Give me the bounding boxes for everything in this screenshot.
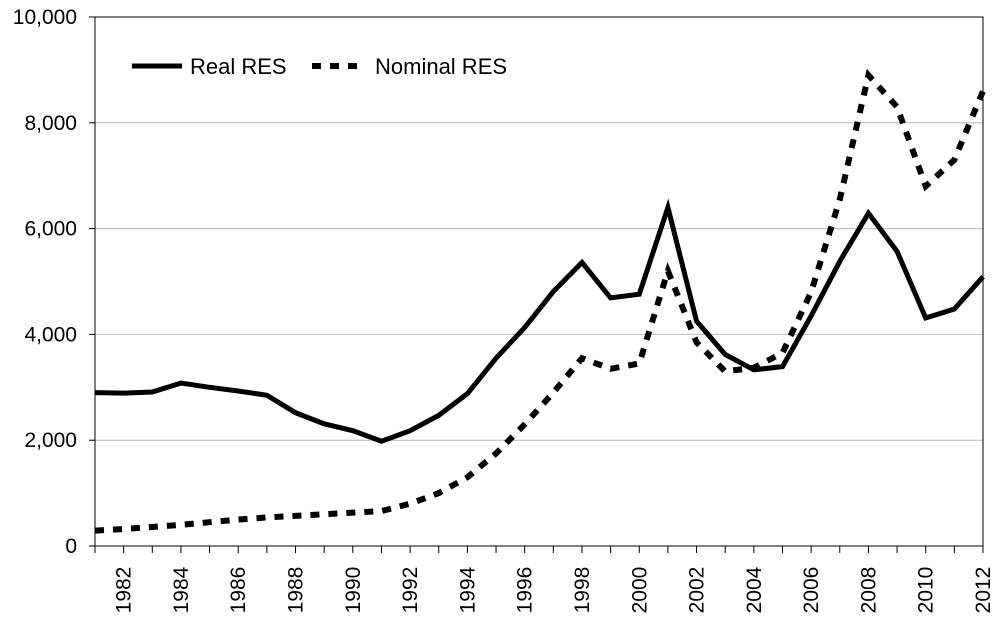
x-tick-label: 1990 [342,567,365,614]
x-tick-label: 2006 [800,567,823,614]
legend-label: Real RES [190,54,287,79]
y-tick-label: 0 [65,535,77,558]
x-axis: 1982 1984 1986 1988 1990 1992 1994 1996 1998 2000… [94,546,995,614]
x-tick-label: 2012 [972,567,995,614]
y-axis: 0 2,000 4,000 6,000 8,000 10,000 [13,6,95,558]
x-tick-label: 1986 [227,567,250,614]
x-tick-label: 1982 [113,567,136,614]
y-tick-label: 10,000 [13,6,77,29]
y-tick-label: 4,000 [24,323,77,346]
plot-frame [94,16,984,547]
y-tick-label: 6,000 [24,218,77,241]
x-tick-label: 1994 [456,566,479,613]
x-tick-label: 1992 [399,567,422,614]
x-tick-label: 2000 [628,567,651,614]
x-tick-label: 1996 [514,567,537,614]
gridlines [95,122,983,441]
y-tick-label: 2,000 [24,429,77,452]
x-tick-label: 2004 [743,566,766,613]
x-tick-label: 1998 [571,567,594,614]
x-tick-label: 1988 [285,567,308,614]
x-tick-label: 2010 [915,567,938,614]
real-res-line [94,198,985,444]
x-tick-label: 1984 [170,566,193,613]
series-lines [94,68,986,534]
legend-label: Nominal RES [375,54,507,79]
y-tick-label: 8,000 [24,112,77,135]
legend: Real RES Nominal RES [132,54,507,79]
x-tick-label: 2002 [686,567,709,614]
x-tick-label: 2008 [857,567,880,614]
nominal-res-line [94,68,986,534]
